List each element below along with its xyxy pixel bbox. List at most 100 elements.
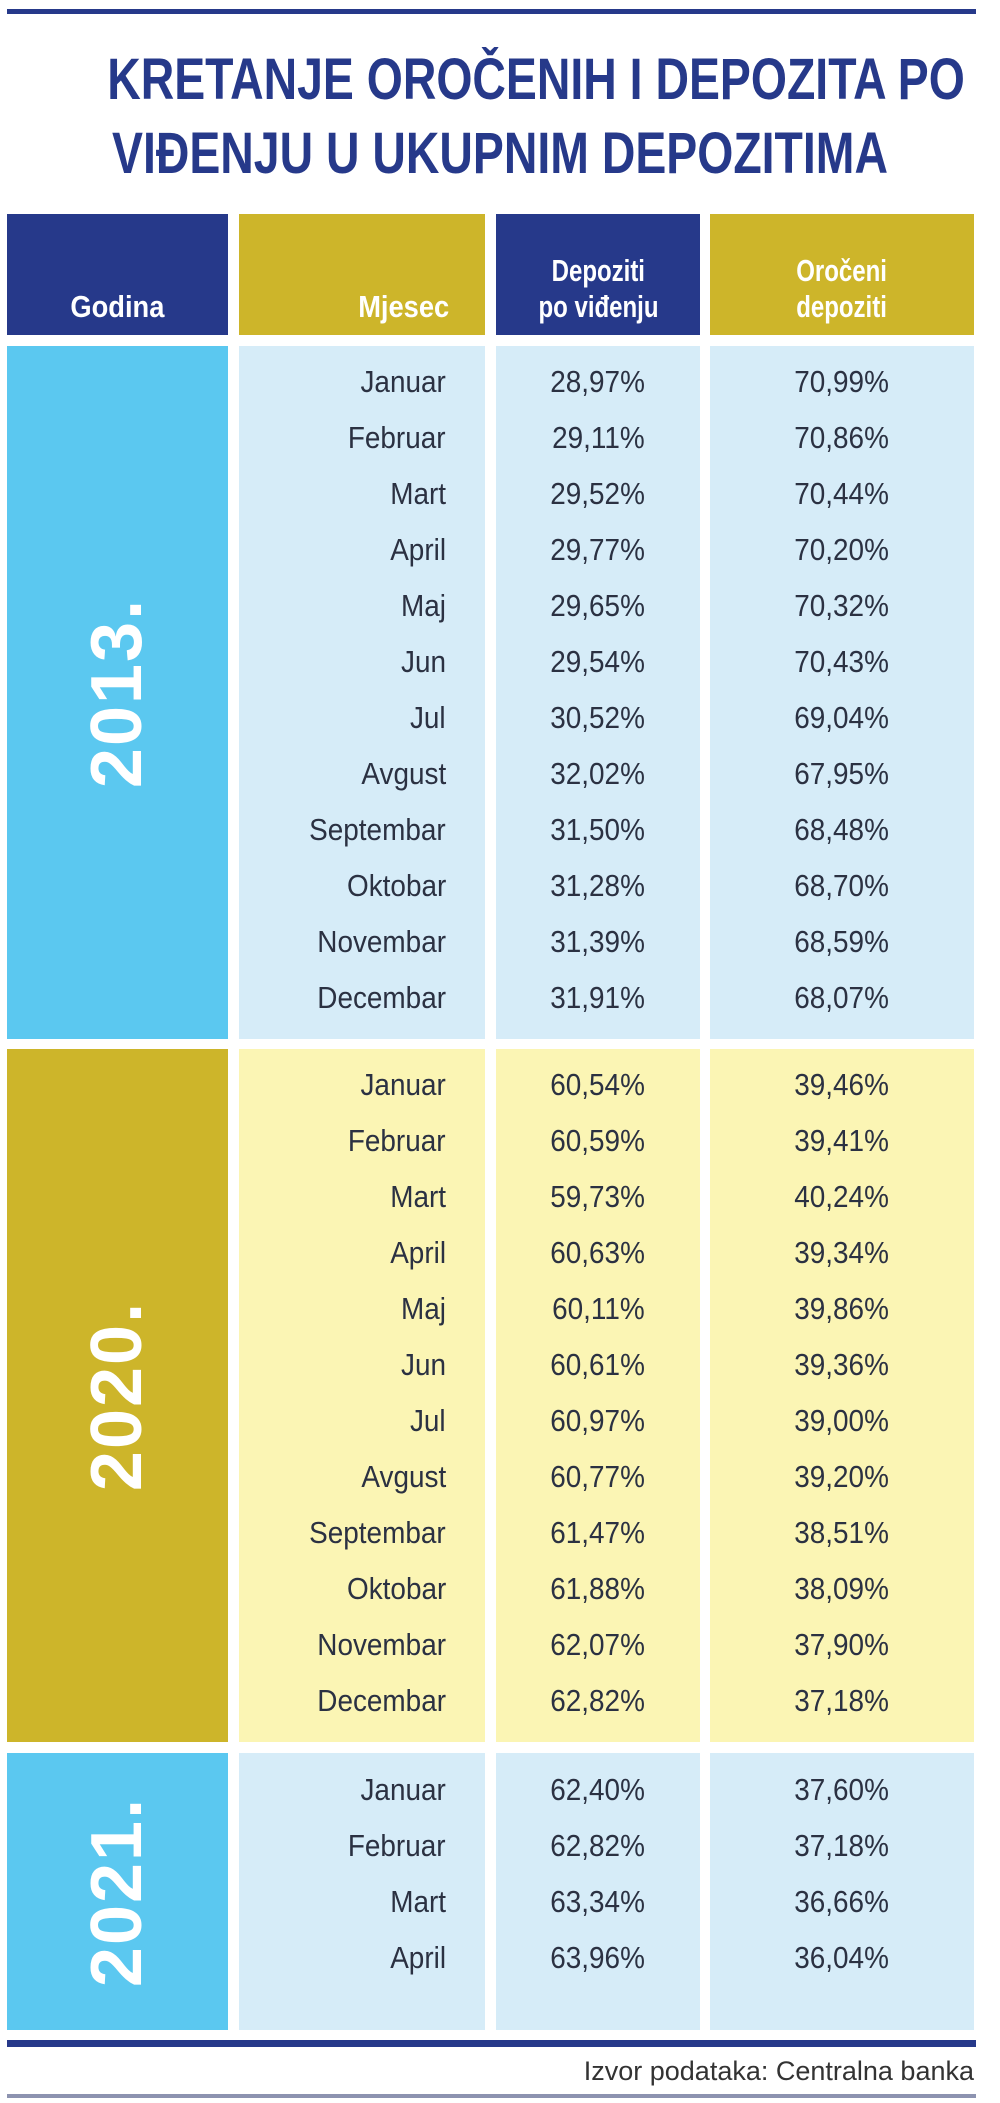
demand-value-cell: 62,82% [496,1818,700,1874]
term-value-cell: 70,43% [710,634,974,690]
source-note: Izvor podataka: Centralna banka [583,2056,974,2086]
month-cell: Januar [239,1762,446,1818]
term-value: 68,59% [794,924,890,959]
demand-value: 60,97% [550,1403,646,1438]
demand-value: 62,07% [550,1627,646,1662]
column-background [710,346,974,1039]
term-value-cell: 68,07% [710,970,974,1026]
demand-value-cell: 29,77% [496,522,700,578]
term-value-cell: 39,41% [710,1113,974,1169]
demand-value: 29,77% [550,532,646,567]
term-value-cell: 37,18% [710,1673,974,1729]
term-value: 39,36% [794,1347,890,1382]
header-demand-line1: Depoziti [551,253,645,288]
month-cell: Mart [239,466,446,522]
column-background [710,1049,974,1742]
month-label: Jul [410,700,446,735]
month-label: Jun [401,1347,446,1382]
year-label: 2020. [77,1300,157,1491]
month-cell: Maj [239,1281,446,1337]
demand-value-cell: 59,73% [496,1169,700,1225]
demand-value-cell: 60,63% [496,1225,700,1281]
demand-value: 60,63% [550,1235,646,1270]
demand-value: 29,11% [551,420,645,455]
header-demand-label: Depoziti po viđenju [530,253,666,325]
term-value-cell: 68,59% [710,914,974,970]
month-cell: Decembar [239,970,446,1026]
demand-value: 31,50% [550,812,646,847]
month-cell: Jul [239,1393,446,1449]
demand-value-cell: 29,54% [496,634,700,690]
term-value: 39,41% [794,1123,890,1158]
demand-value: 29,54% [550,644,646,679]
month-label: Maj [401,1291,446,1326]
term-value-cell: 40,24% [710,1169,974,1225]
demand-value: 31,28% [550,868,646,903]
month-cell: Mart [239,1874,446,1930]
demand-value-cell: 61,47% [496,1505,700,1561]
month-label: April [390,1235,446,1270]
month-cell: Jun [239,1337,446,1393]
term-value: 39,46% [794,1067,890,1102]
demand-value-cell: 60,11% [496,1281,700,1337]
month-cell: Januar [239,1057,446,1113]
month-label: Novembar [317,1627,446,1662]
month-cell: April [239,522,446,578]
term-value: 38,09% [794,1571,890,1606]
term-value-cell: 36,04% [710,1930,974,1986]
header-demand-line2: po viđenju [537,289,659,324]
demand-value-cell: 31,39% [496,914,700,970]
demand-value: 60,59% [550,1123,646,1158]
month-label: Avgust [361,1459,446,1494]
column-background [710,1753,974,2030]
demand-value: 31,91% [550,980,646,1015]
month-label: Jun [401,644,446,679]
month-cell: Februar [239,1113,446,1169]
month-label: Septembar [309,1515,446,1550]
title-text-1: KRETANJE OROČENIH I DEPOZITA PO [107,47,965,112]
demand-value: 61,88% [550,1571,646,1606]
term-value-cell: 39,00% [710,1393,974,1449]
month-cell: Avgust [239,746,446,802]
demand-value-cell: 60,61% [496,1337,700,1393]
term-value-cell: 39,86% [710,1281,974,1337]
demand-value: 31,39% [550,924,646,959]
month-label: Oktobar [346,868,446,903]
term-value-cell: 69,04% [710,690,974,746]
demand-value-cell: 30,52% [496,690,700,746]
term-value: 67,95% [794,756,890,791]
month-cell: Mart [239,1169,446,1225]
month-cell: April [239,1930,446,1986]
demand-value-cell: 31,91% [496,970,700,1026]
title-line-1: KRETANJE OROČENIH I DEPOZITA PO [0,45,1000,115]
demand-value-cell: 62,40% [496,1762,700,1818]
month-cell: Jul [239,690,446,746]
month-cell: Novembar [239,914,446,970]
term-value-cell: 67,95% [710,746,974,802]
term-value: 36,66% [794,1884,890,1919]
month-cell: Avgust [239,1449,446,1505]
demand-value: 29,65% [550,588,646,623]
month-cell: Decembar [239,1673,446,1729]
demand-value-cell: 60,97% [496,1393,700,1449]
term-value: 37,18% [794,1828,890,1863]
demand-value-cell: 32,02% [496,746,700,802]
term-value: 68,70% [794,868,890,903]
demand-value: 61,47% [550,1515,646,1550]
term-value: 37,18% [794,1683,890,1718]
demand-value-cell: 63,96% [496,1930,700,1986]
month-label: April [390,532,446,567]
demand-value-cell: 31,50% [496,802,700,858]
month-label: Jul [410,1403,446,1438]
demand-value-cell: 60,77% [496,1449,700,1505]
term-value: 70,44% [794,476,890,511]
demand-value: 29,52% [550,476,646,511]
bottom-rule [7,2040,976,2047]
month-label: Februar [348,1828,446,1863]
month-cell: Februar [239,410,446,466]
column-background [239,1049,485,1742]
year-cell [7,1049,228,1742]
term-value-cell: 39,36% [710,1337,974,1393]
column-background [239,346,485,1039]
demand-value-cell: 63,34% [496,1874,700,1930]
